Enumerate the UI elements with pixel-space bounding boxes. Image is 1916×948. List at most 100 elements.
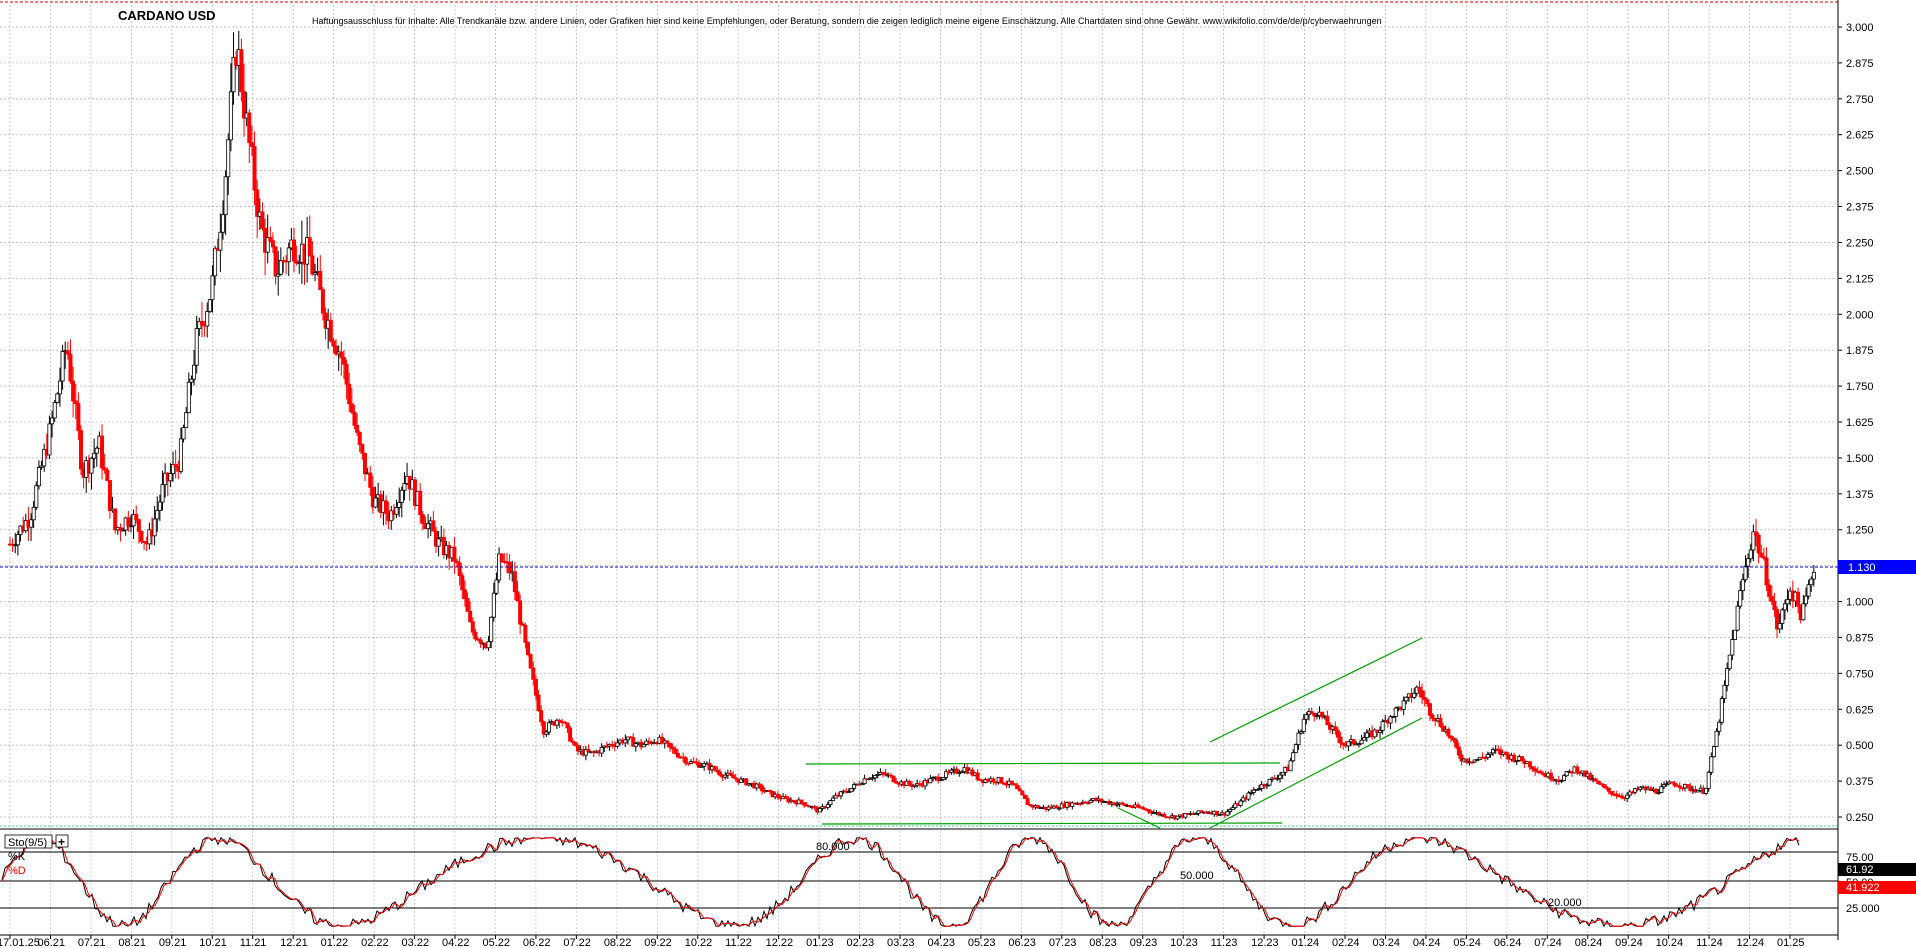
x-tick-label: 12.24: [1737, 937, 1765, 948]
candle-body: [1351, 739, 1356, 745]
candle-body: [1275, 777, 1280, 780]
x-tick-label: 01.24: [1292, 937, 1320, 948]
candle-body: [1785, 599, 1790, 605]
candle-body: [265, 237, 270, 253]
candle-body: [1251, 789, 1256, 793]
x-tick-label: 05.24: [1453, 937, 1481, 948]
candle-body: [1238, 800, 1243, 806]
candle-body: [1078, 802, 1083, 805]
candle-body: [1372, 729, 1377, 738]
candle-body: [100, 435, 105, 469]
candle-body: [457, 562, 462, 577]
candle-body: [1738, 590, 1743, 607]
candle-body: [339, 351, 344, 358]
candle-body: [94, 447, 99, 454]
x-tick-label: 10.21: [199, 937, 227, 948]
y-tick-label: 0.500: [1846, 740, 1874, 752]
stochastic-panel: [0, 836, 1838, 928]
candle-body: [954, 768, 959, 774]
candle-body: [586, 748, 591, 753]
candle-body: [1146, 809, 1151, 812]
candle-body: [1025, 798, 1030, 805]
candle-body: [313, 272, 318, 275]
candle-body: [334, 345, 339, 355]
stoch-add-button[interactable]: [55, 834, 69, 848]
candle-body: [1777, 623, 1782, 630]
y-tick-label: 1.000: [1846, 597, 1874, 609]
candle-body: [1672, 782, 1677, 786]
candle-body: [394, 507, 399, 515]
candle-body: [71, 380, 76, 402]
candle-body: [1775, 609, 1780, 630]
candle-body: [1454, 739, 1459, 748]
candle-body: [92, 452, 97, 459]
candle-body: [668, 742, 673, 748]
candle-body: [89, 457, 94, 474]
candle-body: [1312, 712, 1317, 717]
candle-body: [767, 790, 772, 792]
y-tick-label: 2.500: [1846, 166, 1874, 178]
candle-body: [791, 799, 796, 803]
candle-body: [1625, 794, 1630, 799]
candle-body: [683, 757, 688, 764]
y-tick-label: 0.250: [1846, 812, 1874, 824]
candle-body: [1057, 807, 1062, 810]
candle-body: [1803, 595, 1808, 605]
candle-body: [107, 480, 112, 512]
candle-body: [941, 777, 946, 780]
current-price-badge: [1838, 560, 1916, 574]
candle-body: [739, 778, 744, 783]
stoch-d-line: [1, 837, 1800, 927]
candle-body: [420, 514, 425, 524]
plus-icon[interactable]: +: [58, 835, 65, 849]
candle-body: [1538, 771, 1543, 774]
candle-body: [1264, 784, 1269, 787]
candle-body: [347, 383, 352, 405]
candle-body: [1475, 759, 1480, 761]
y-tick-label: 0.875: [1846, 632, 1874, 644]
candle-body: [1338, 736, 1343, 744]
candle-body: [1438, 718, 1443, 727]
candle-body: [328, 319, 333, 342]
candle-body: [205, 311, 210, 327]
candle-body: [242, 91, 247, 119]
candle-body: [1638, 786, 1643, 790]
candle-body: [1017, 788, 1022, 792]
disclaimer-text: Haftungsausschluss für Inhalte: Alle Tre…: [312, 16, 1382, 26]
candle-body: [102, 467, 107, 471]
candle-body: [462, 589, 467, 599]
candle-body: [1562, 775, 1567, 781]
candle-body: [268, 237, 273, 242]
candle-body: [799, 799, 804, 803]
candle-body: [13, 544, 18, 547]
x-tick-label: 05.22: [482, 937, 510, 948]
candle-body: [1393, 707, 1398, 717]
candle-body: [526, 641, 531, 656]
candle-body: [136, 519, 141, 532]
candle-body: [470, 621, 475, 633]
candle-body: [1001, 782, 1006, 785]
candle-body: [670, 746, 675, 750]
candle-body: [131, 514, 136, 527]
candle-body: [1391, 716, 1396, 718]
candle-body: [923, 780, 928, 787]
candle-body: [147, 529, 152, 545]
candle-body: [1420, 690, 1425, 698]
candle-body: [468, 610, 473, 623]
candle-body: [1333, 726, 1338, 731]
candle-body: [1175, 815, 1180, 820]
candle-body: [1656, 792, 1661, 794]
candle-body: [178, 438, 183, 472]
candle-body: [1533, 768, 1538, 772]
candle-body: [675, 752, 680, 758]
candle-body: [1225, 811, 1230, 816]
candle-body: [1575, 766, 1580, 773]
candle-body: [1380, 721, 1385, 731]
candle-body: [1735, 605, 1740, 631]
candle-body: [310, 255, 315, 275]
candle-body: [231, 56, 236, 93]
candle-body: [357, 431, 362, 445]
candle-body: [273, 246, 278, 277]
candle-body: [1751, 531, 1756, 551]
candle-body: [491, 592, 496, 618]
